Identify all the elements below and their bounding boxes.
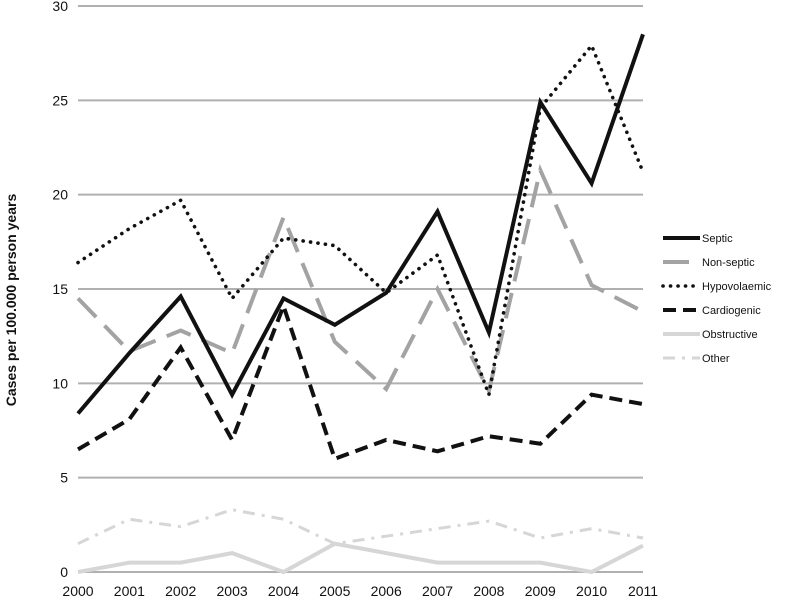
legend-item-obstructive: Obstructive (663, 329, 758, 341)
series-line-hypovolaemic (76, 42, 645, 402)
y-tick-label: 20 (52, 187, 68, 203)
x-tick-label: 2007 (422, 583, 453, 599)
legend-label: Septic (702, 233, 733, 245)
series-line-non-septic (76, 163, 644, 397)
x-tick-label: 2010 (576, 583, 607, 599)
y-tick-label: 30 (52, 0, 68, 14)
legend-label: Cardiogenic (702, 305, 761, 317)
x-tick-label: 2001 (114, 583, 145, 599)
y-axis-title: Cases per 100.000 person years (3, 194, 19, 407)
y-tick-label: 5 (60, 470, 68, 486)
x-axis: 2000 2001 2002 2003 2004 2005 2006 2007 2008 2009… (62, 583, 658, 599)
series-line-other (77, 508, 644, 546)
series-line-septic (76, 33, 645, 415)
legend: Septic Non-septic Hypovolaemic Cardiogenic O… (661, 233, 772, 365)
x-tick-label: 2002 (165, 583, 196, 599)
series-line-obstructive (77, 541, 644, 575)
legend-item-cardiogenic: Cardiogenic (663, 305, 761, 317)
x-tick-label: 2005 (319, 583, 350, 599)
x-tick-label: 2000 (62, 583, 93, 599)
legend-label: Obstructive (702, 329, 758, 341)
gridlines (78, 5, 643, 573)
legend-label: Other (702, 353, 730, 365)
legend-label: Hypovolaemic (702, 281, 772, 293)
x-tick-label: 2011 (628, 583, 658, 599)
legend-label: Non-septic (702, 257, 755, 269)
x-tick-label: 2008 (473, 583, 504, 599)
series-lines (76, 33, 645, 575)
legend-item-other: Other (663, 353, 730, 365)
x-tick-label: 2009 (525, 583, 556, 599)
y-axis: 0 5 10 15 20 25 30 (52, 0, 68, 580)
x-tick-label: 2006 (371, 583, 402, 599)
y-tick-label: 10 (52, 375, 68, 391)
y-tick-label: 15 (52, 281, 68, 297)
legend-item-septic: Septic (663, 233, 733, 245)
legend-item-non-septic: Non-septic (663, 257, 755, 269)
y-tick-label: 0 (60, 564, 68, 580)
x-tick-label: 2004 (268, 583, 299, 599)
legend-item-hypovolaemic: Hypovolaemic (661, 281, 772, 293)
y-tick-label: 25 (52, 92, 68, 108)
x-tick-label: 2003 (217, 583, 248, 599)
series-line-cardiogenic (76, 300, 644, 462)
